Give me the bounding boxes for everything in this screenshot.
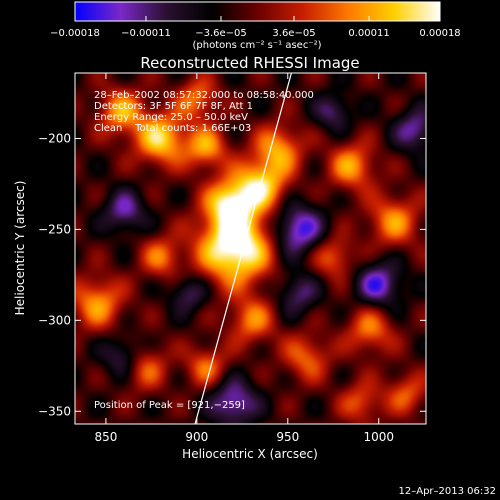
x-tick-label: 950 (276, 430, 299, 444)
plot-frame (74, 72, 427, 425)
colorbar-ticks: −0.00018 −0.00011 −3.6e−05 3.6e−05 0.00011 0.… (50, 16, 461, 39)
colorbar-strip (74, 1, 441, 22)
chart-title: Reconstructed RHESSI Image (140, 54, 359, 72)
plot-area: 850 900 950 1000 −200 −250 −300 −350 28–Feb–20… (38, 72, 427, 444)
annotation-detectors: Detectors: 3F 5F 6F 7F 8F, Att 1 (94, 101, 253, 112)
x-tick-label: 1000 (363, 430, 394, 444)
y-axis-ticks: −200 −250 −300 −350 (38, 131, 426, 418)
solar-limb-line (194, 73, 292, 424)
x-axis-label: Heliocentric X (arcsec) (182, 447, 318, 461)
colorbar-tick-label: −0.00011 (121, 28, 171, 39)
annotation-peak-position: Position of Peak = [921,−259] (94, 400, 245, 411)
y-tick-label: −250 (38, 222, 71, 236)
colorbar-unit-label: (photons cm⁻² s⁻¹ asec⁻²) (192, 40, 321, 51)
colorbar-tick-label: 3.6e−05 (272, 28, 315, 39)
y-tick-label: −350 (38, 404, 71, 418)
colorbar-tick-label: 0.00018 (419, 28, 460, 39)
colorbar-tick-label: −0.00018 (50, 28, 100, 39)
colorbar-tick-label: 0.00011 (348, 28, 389, 39)
x-tick-label: 850 (94, 430, 117, 444)
colorbar-tick-label: −3.6e−05 (195, 28, 247, 39)
y-axis-label: Heliocentric Y (arcsec) (13, 181, 27, 316)
x-tick-label: 900 (185, 430, 208, 444)
annotation-clean-counts: Clean Total counts: 1.66E+03 (94, 123, 251, 134)
heatmap-image-holder (75, 73, 426, 424)
footer-timestamp: 12–Apr–2013 06:32 (399, 486, 496, 497)
colorbar: −0.00018 −0.00011 −3.6e−05 3.6e−05 0.00011 0.… (50, 1, 461, 51)
annotation-energy-range: Energy Range: 25.0 – 50.0 keV (94, 112, 248, 123)
annotation-time-range: 28–Feb–2002 08:57:32.000 to 08:58:40.000 (94, 90, 314, 101)
x-axis-ticks: 850 900 950 1000 (94, 73, 394, 444)
y-tick-label: −300 (38, 313, 71, 327)
y-tick-label: −200 (38, 131, 71, 145)
heatmap-image (75, 73, 426, 424)
